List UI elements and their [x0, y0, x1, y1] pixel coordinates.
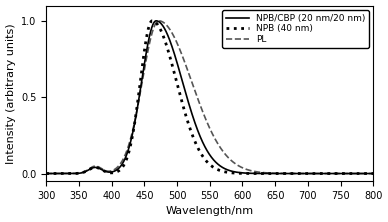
NPB/CBP (20 nm/20 nm): [44, 172, 48, 175]
NPB (40 nm): [150, 20, 154, 22]
Line: NPB/CBP (20 nm/20 nm): NPB/CBP (20 nm/20 nm): [46, 21, 373, 174]
Line: NPB (40 nm): NPB (40 nm): [46, 21, 373, 174]
NPB/CBP (20 nm/20 nm): [81, 171, 86, 174]
PL: [365, 172, 369, 175]
X-axis label: Wavelength/nm: Wavelength/nm: [166, 206, 254, 216]
NPB (40 nm): [44, 172, 48, 175]
NPB (40 nm): [170, 62, 174, 65]
PL: [100, 168, 105, 171]
Legend: NPB/CBP (20 nm/20 nm), NPB (40 nm), PL: NPB/CBP (20 nm/20 nm), NPB (40 nm), PL: [222, 10, 369, 48]
NPB/CBP (20 nm/20 nm): [329, 172, 334, 175]
NPB/CBP (20 nm/20 nm): [365, 172, 369, 175]
NPB (40 nm): [329, 172, 334, 175]
PL: [170, 31, 174, 34]
NPB/CBP (20 nm/20 nm): [371, 172, 376, 175]
NPB/CBP (20 nm/20 nm): [154, 20, 158, 22]
PL: [81, 171, 86, 173]
NPB (40 nm): [81, 171, 86, 174]
Line: PL: PL: [46, 21, 373, 174]
NPB/CBP (20 nm/20 nm): [100, 169, 105, 172]
NPB/CBP (20 nm/20 nm): [170, 44, 174, 47]
PL: [184, 64, 188, 67]
NPB (40 nm): [365, 172, 369, 175]
PL: [44, 172, 48, 175]
NPB (40 nm): [184, 114, 188, 117]
NPB (40 nm): [100, 169, 105, 172]
Y-axis label: Intensity (arbitrary units): Intensity (arbitrary units): [5, 23, 16, 164]
PL: [371, 172, 376, 175]
PL: [329, 172, 334, 175]
PL: [156, 20, 161, 22]
NPB (40 nm): [371, 172, 376, 175]
NPB/CBP (20 nm/20 nm): [184, 92, 188, 95]
